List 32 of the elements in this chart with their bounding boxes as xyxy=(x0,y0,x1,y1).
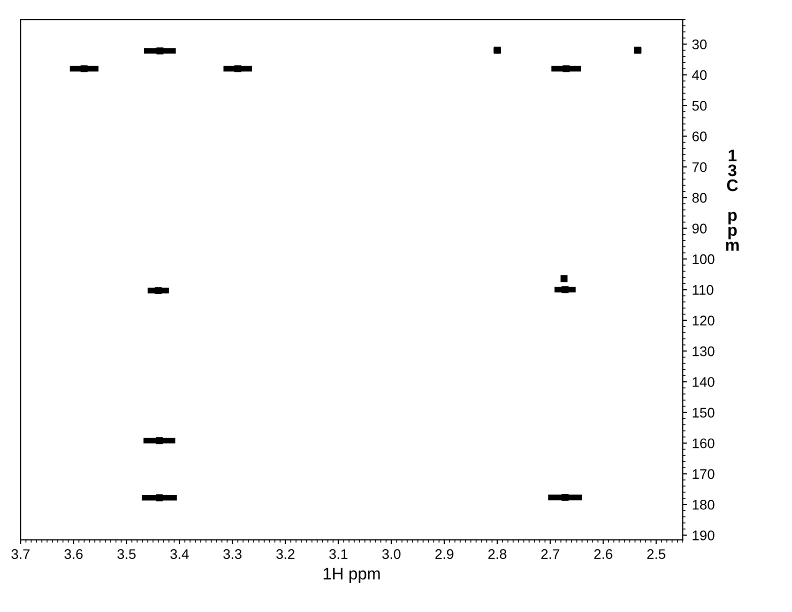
y-tick-label: 50 xyxy=(692,100,707,111)
y-tick-label: 160 xyxy=(692,438,714,448)
y-tick-label: 180 xyxy=(692,500,714,510)
y-tick-label: 190 xyxy=(692,530,714,540)
x-tick-label: 2.9 xyxy=(435,549,454,560)
y-tick-label: 120 xyxy=(692,316,714,326)
y-tick-label: 110 xyxy=(692,284,714,295)
x-axis-title: 1H ppm xyxy=(324,568,380,583)
y-tick-label: 70 xyxy=(692,162,707,172)
y-tick-label: 80 xyxy=(692,192,707,203)
y-tick-label: 130 xyxy=(692,346,714,356)
y-tick-label: 90 xyxy=(692,224,707,234)
x-tick-label: 3.6 xyxy=(64,549,83,560)
x-tick-label: 2.8 xyxy=(488,549,506,560)
y-tick-label: 140 xyxy=(692,377,714,387)
x-tick-label: 3.7 xyxy=(11,549,30,560)
x-tick-label: 3.3 xyxy=(223,549,242,560)
y-tick-label: 170 xyxy=(692,469,714,479)
x-tick-label: 3.5 xyxy=(117,549,136,560)
y-tick-label: 100 xyxy=(692,254,714,264)
x-tick-label: 3.2 xyxy=(276,549,294,560)
y-tick-label: 60 xyxy=(692,132,707,142)
x-tick-label: 2.6 xyxy=(594,549,612,560)
x-tick-label: 3.0 xyxy=(382,549,400,560)
x-tick-label: 3.4 xyxy=(170,549,189,560)
x-tick-label: 3.1 xyxy=(329,549,348,560)
x-tick-label: 2.7 xyxy=(541,549,560,559)
y-tick-label: 150 xyxy=(692,408,714,418)
y-tick-label: 40 xyxy=(692,70,707,80)
y-tick-label: 30 xyxy=(692,39,707,50)
text: 13C ppm xyxy=(726,150,739,251)
x-tick-label: 2.5 xyxy=(647,549,666,560)
